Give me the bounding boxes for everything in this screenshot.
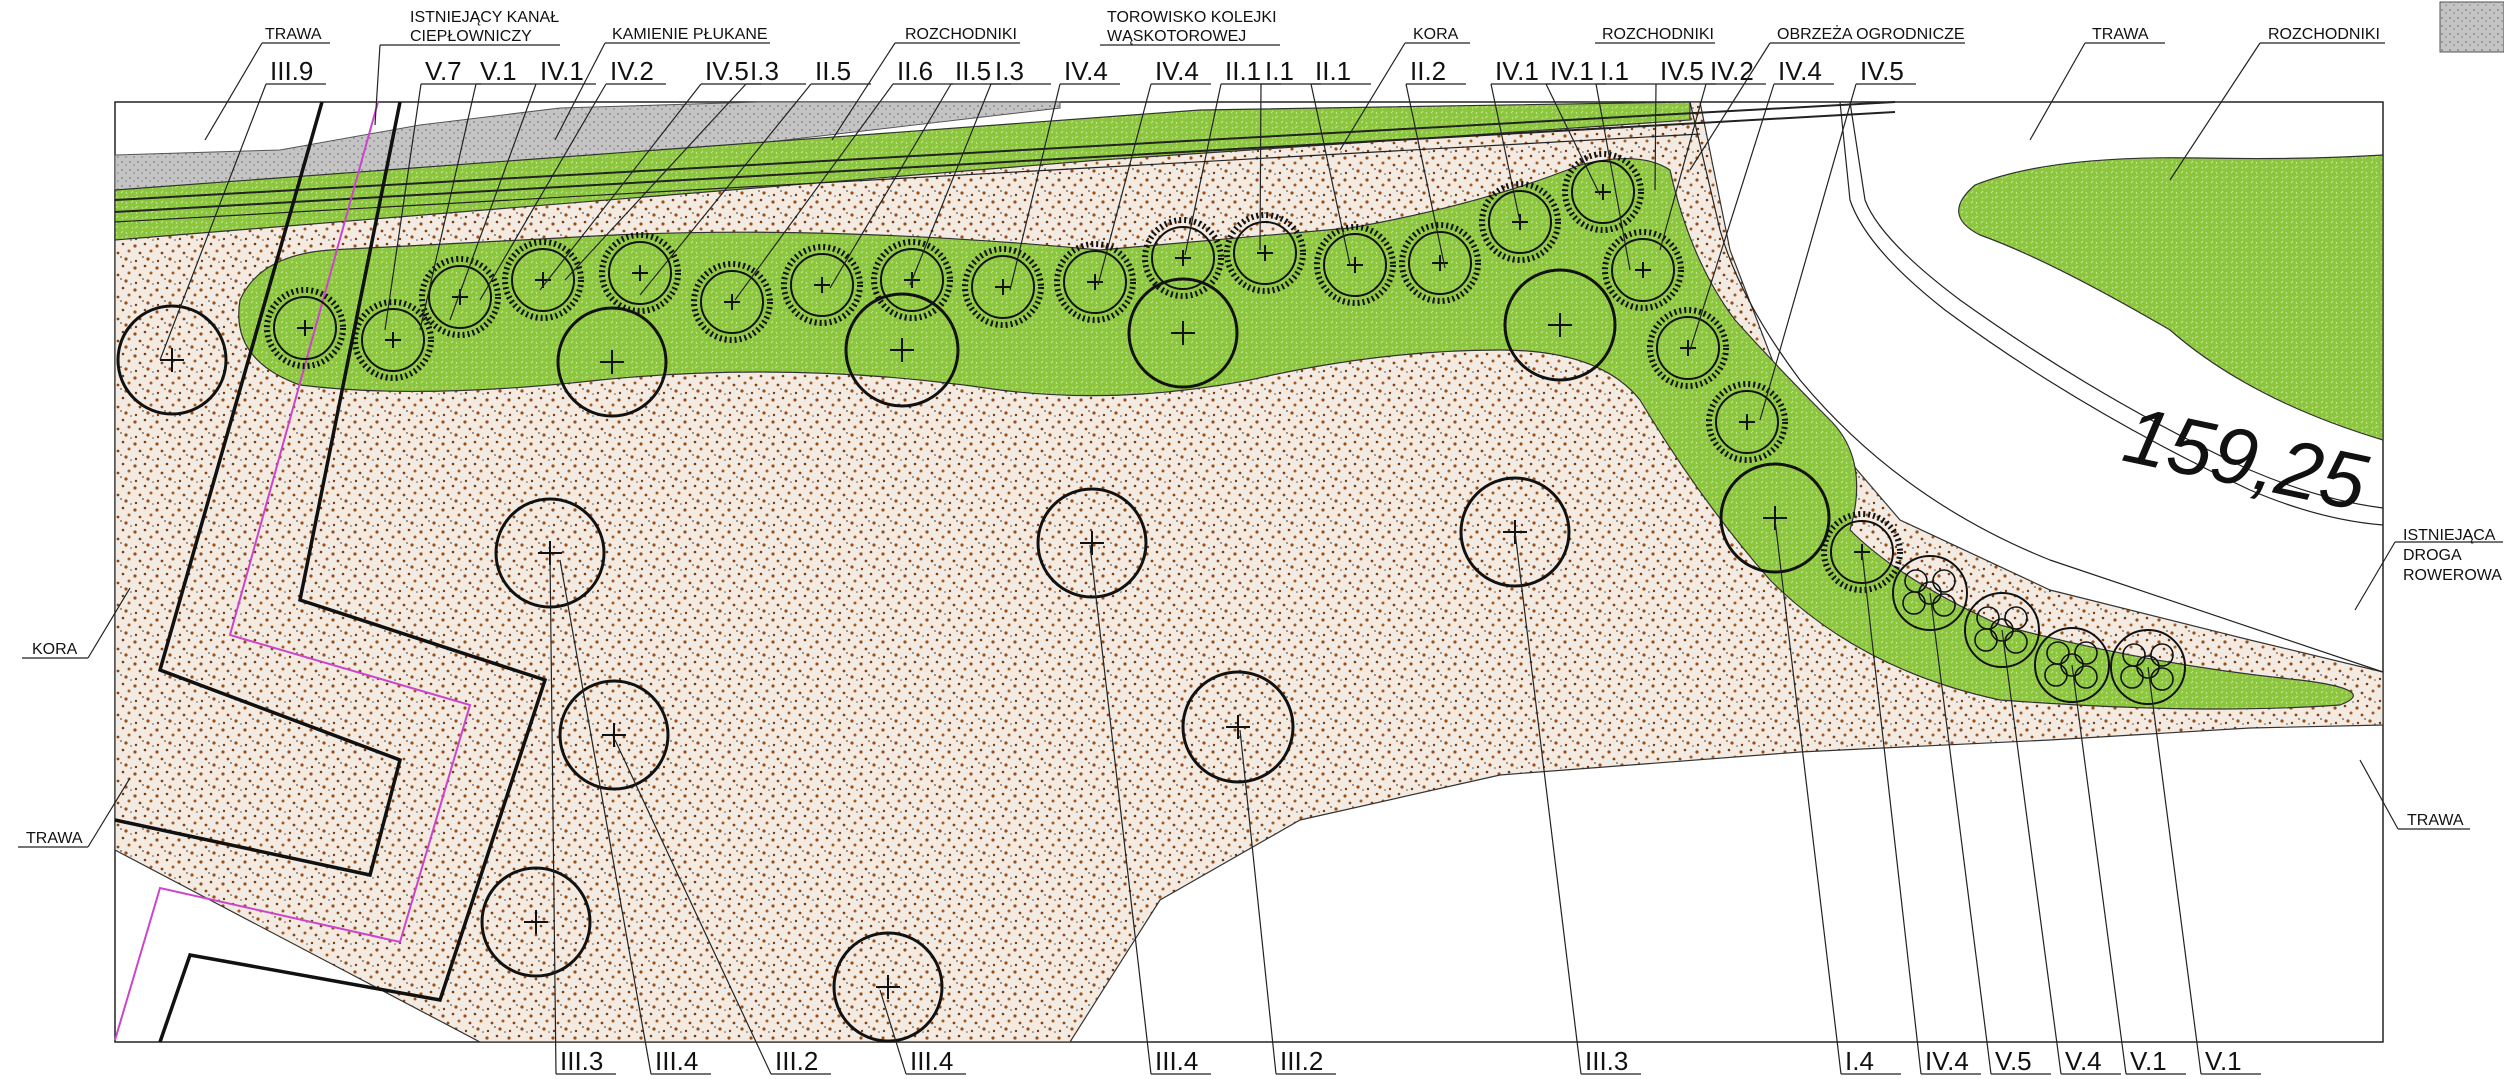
plant-code-top: IV.4 <box>1155 56 1199 86</box>
label-trawa-1: TRAWA <box>265 26 322 43</box>
label-torowisko-1: TOROWISKO KOLEJKI <box>1107 9 1277 26</box>
plant-code-bottom: IV.4 <box>1925 1046 1969 1076</box>
garden-edging <box>1689 101 2384 673</box>
tree-symbol <box>832 931 944 1043</box>
plant-code-top: IV.4 <box>1778 56 1822 86</box>
sedum-bed-right <box>1958 154 2384 441</box>
shrub-symbol <box>1562 151 1644 233</box>
shrub-cluster <box>1964 592 2040 668</box>
label-kanal-1: ISTNIEJĄCY KANAŁ <box>410 9 559 26</box>
plant-code-top: II.5 <box>815 56 851 86</box>
tree-symbol <box>480 866 592 978</box>
plant-code-bottom: III.2 <box>775 1046 818 1076</box>
plant-code-top: IV.1 <box>1550 56 1594 86</box>
plant-code-top: I.1 <box>1600 56 1629 86</box>
trees-layer <box>116 151 2186 1043</box>
rail-line-a <box>114 101 1896 201</box>
shrub-cluster <box>2110 629 2186 705</box>
shrub-symbol <box>1647 307 1729 389</box>
plant-code-bottom: III.4 <box>655 1046 698 1076</box>
label-obrzeza: OBRZEŻA OGRODNICZE <box>1777 24 1965 43</box>
plant-code-top: IV.1 <box>540 56 584 86</box>
plant-code-top: V.1 <box>480 56 517 86</box>
plant-code-labels: III.9 V.7 V.1 IV.1 IV.2 IV.5 I.3 II.5 II.6 II.5 I.… <box>159 56 2261 1076</box>
plant-code-bottom: V.4 <box>2065 1046 2102 1076</box>
plant-code-top: IV.5 <box>705 56 749 86</box>
pipe-line <box>114 101 472 1041</box>
plant-code-bottom: V.1 <box>2130 1046 2167 1076</box>
plant-code-top: IV.5 <box>1660 56 1704 86</box>
tree-symbol <box>1036 487 1148 599</box>
shrub-symbol <box>599 232 681 314</box>
plant-code-bottom: III.4 <box>1155 1046 1198 1076</box>
bike-road-edge <box>1849 101 2384 509</box>
plant-code-bottom: V.5 <box>1995 1046 2032 1076</box>
sedum-bed <box>238 158 2354 710</box>
plant-code-top: I.1 <box>1265 56 1294 86</box>
label-kanal-2: CIEPŁOWNICZY <box>410 28 532 45</box>
rail-line-b <box>114 111 1896 213</box>
plant-code-bottom: I.4 <box>1845 1046 1874 1076</box>
label-trawa-right: TRAWA <box>2407 812 2464 829</box>
label-rozchodniki-1: ROZCHODNIKI <box>905 26 1017 43</box>
tree-symbol <box>1503 268 1617 382</box>
shrub-symbol <box>352 299 434 381</box>
plant-code-top: V.7 <box>425 56 462 86</box>
tree-symbol <box>116 304 228 416</box>
plant-code-top: II.6 <box>897 56 933 86</box>
bike-road-edge-2 <box>1839 101 2384 526</box>
shrub-cluster <box>2034 627 2110 703</box>
label-trawa-left: TRAWA <box>26 830 83 847</box>
plant-code-top: II.2 <box>1410 56 1446 86</box>
plant-code-top: IV.4 <box>1064 56 1108 86</box>
rail-track-strip <box>114 101 1691 241</box>
label-droga-3: ROWEROWA <box>2403 567 2502 584</box>
shrub-symbol <box>691 261 773 343</box>
tree-symbol <box>844 292 960 408</box>
plant-code-bottom: III.2 <box>1280 1046 1323 1076</box>
plant-code-top: II.5 <box>955 56 991 86</box>
shrub-cluster <box>1892 555 1968 631</box>
plant-code-top: IV.2 <box>610 56 654 86</box>
label-kamienie: KAMIENIE PŁUKANE <box>612 26 768 43</box>
plant-code-top: I.3 <box>750 56 779 86</box>
plant-code-top: IV.2 <box>1710 56 1754 86</box>
shrub-symbol <box>962 246 1044 328</box>
top-annotations: TRAWA ISTNIEJĄCY KANAŁ CIEPŁOWNICZY KAMI… <box>204 1 2504 181</box>
label-kora-top: KORA <box>1413 26 1459 43</box>
tree-symbol <box>1127 277 1239 389</box>
tree-symbol <box>558 679 670 791</box>
heating-channel <box>114 101 548 1043</box>
plant-code-top: IV.1 <box>1495 56 1539 86</box>
shrub-symbol <box>1224 212 1306 294</box>
plant-code-top: II.1 <box>1315 56 1351 86</box>
label-droga-1: ISTNIEJĄCA <box>2403 527 2496 544</box>
shrub-symbol <box>264 287 346 369</box>
label-torowisko-2: WĄSKOTOROWEJ <box>1107 28 1246 45</box>
plant-code-bottom: V.1 <box>2205 1046 2242 1076</box>
tree-symbol <box>556 306 668 418</box>
label-trawa-2: TRAWA <box>2092 26 2149 43</box>
plant-code-bottom: III.4 <box>910 1046 953 1076</box>
plant-code-top: III.9 <box>270 56 313 86</box>
plant-code-bottom: III.3 <box>560 1046 603 1076</box>
shrub-symbol <box>1054 241 1136 323</box>
plant-code-top: II.1 <box>1225 56 1261 86</box>
plant-code-top: I.3 <box>995 56 1024 86</box>
plant-code-top: IV.5 <box>1860 56 1904 86</box>
shrub-symbol <box>781 244 863 326</box>
shrub-symbol <box>1142 217 1224 299</box>
shrub-symbol <box>1602 229 1684 311</box>
legend-swatch <box>2439 1 2504 53</box>
label-rozchodniki-3: ROZCHODNIKI <box>2268 26 2380 43</box>
shrub-symbol <box>1706 381 1788 463</box>
tree-symbol <box>1719 462 1831 574</box>
label-kora-left: KORA <box>32 641 78 658</box>
shrub-symbol <box>1399 222 1481 304</box>
label-droga-2: DROGA <box>2403 547 2462 564</box>
plant-code-bottom: III.3 <box>1585 1046 1628 1076</box>
label-rozchodniki-2: ROZCHODNIKI <box>1602 26 1714 43</box>
tree-symbol <box>1181 670 1295 784</box>
